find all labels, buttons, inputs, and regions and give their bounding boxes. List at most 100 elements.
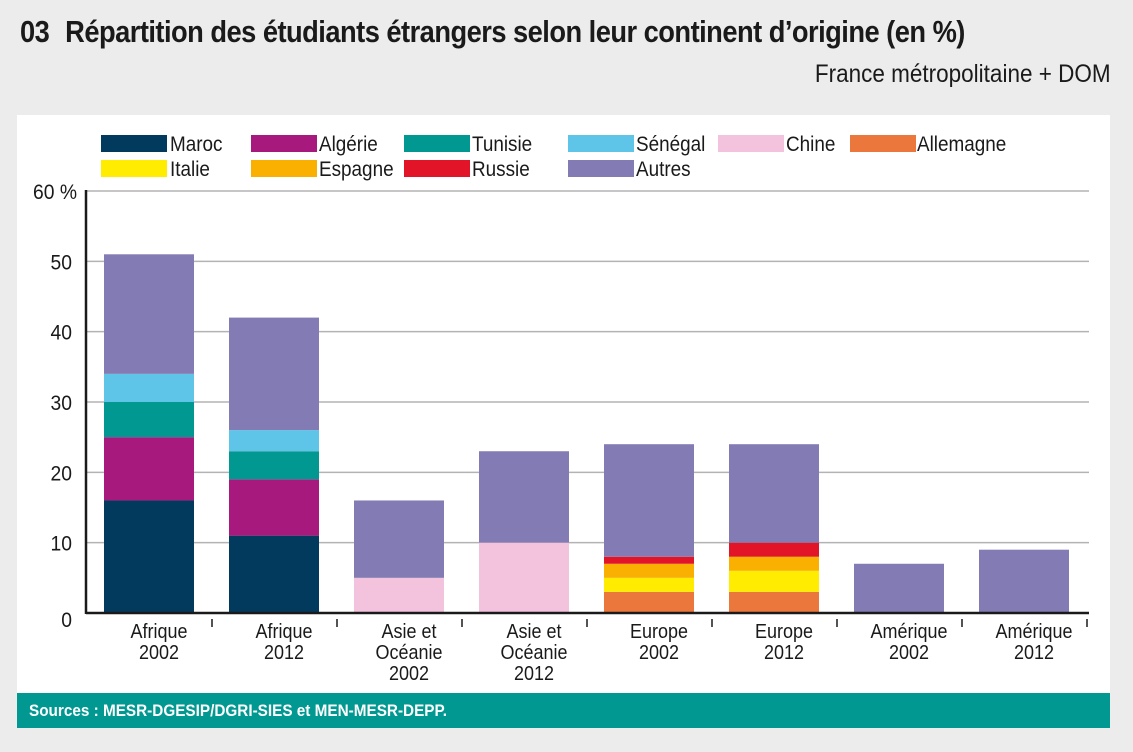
x-tick-label-line: 2012 [1014,642,1054,664]
legend-swatch-chine [718,135,784,152]
bar-segment-autres-asie-et-oceanie-2012 [479,451,569,543]
legend: Maroc Algérie Tunisie Sénégal Chine Allemagne… [101,133,1006,181]
bar-segment-maroc-afrique-2002 [104,500,194,613]
legend-label-russie: Russie [472,158,530,181]
legend-label-espagne: Espagne [319,158,394,181]
bar-segment-russie-europe-2012 [729,542,819,557]
legend-swatch-tunisie [404,135,470,152]
bar-segment-espagne-europe-2012 [729,556,819,571]
x-tick-label-asie-et-oceanie-2002: Asie et Océanie 2002 [375,621,442,685]
bars [104,254,1069,613]
bar-segment-autres-asie-et-oceanie-2002 [354,500,444,578]
legend-label-italie: Italie [170,158,210,181]
x-tick-label-line: Amérique [995,621,1072,643]
legend-item-maroc: Maroc [101,133,223,156]
figure-number: 03 [20,14,50,49]
x-tick-label-line: Afrique [130,621,187,643]
bar-segment-senegal-afrique-2012 [229,430,319,452]
x-tick-label-amerique-2012: Amérique 2012 [995,621,1072,664]
x-tick-label-amerique-2002: Amérique 2002 [870,621,947,664]
x-tick-label-europe-2002: Europe 2002 [630,621,688,664]
legend-swatch-algerie [251,135,317,152]
x-tick-label-line: 2012 [264,642,304,664]
legend-item-tunisie: Tunisie [404,133,532,156]
bar-segment-italie-europe-2012 [729,570,819,592]
legend-swatch-autres [568,160,634,177]
y-tick-label-20: 20 [51,463,72,486]
y-tick-label-60: 60 % [33,181,77,204]
bar-segment-autres-europe-2012 [729,444,819,543]
y-tick-label-50: 50 [51,252,72,275]
x-tick-label-line: 2002 [889,642,929,664]
bar-segment-autres-amerique-2012 [979,549,1069,613]
legend-item-chine: Chine [718,133,835,156]
legend-item-senegal: Sénégal [568,133,705,156]
legend-label-tunisie: Tunisie [472,133,532,156]
bar-segment-autres-europe-2002 [604,444,694,557]
x-tick-label-line: Océanie [500,642,567,664]
legend-swatch-russie [404,160,470,177]
bar-segment-allemagne-europe-2012 [729,591,819,613]
bar-segment-italie-europe-2002 [604,577,694,592]
chart-title: 03 Répartition des étudiants étrangers se… [20,14,965,50]
y-tick-label-0: 0 [61,609,72,632]
bar-segment-senegal-afrique-2002 [104,373,194,402]
x-tick-label-line: 2002 [389,663,429,685]
chart-subtitle: France métropolitaine + DOM [815,60,1111,88]
x-tick-label-line: Asie et [506,621,562,643]
x-tick-label-line: Europe [755,621,813,643]
bar-segment-espagne-europe-2002 [604,563,694,578]
legend-label-allemagne: Allemagne [917,133,1006,156]
y-tick-label-10: 10 [51,533,72,556]
x-tick-label-line: Asie et [381,621,437,643]
bar-segment-algerie-afrique-2012 [229,479,319,536]
bar-segment-algerie-afrique-2002 [104,437,194,501]
x-tick-label-line: 2002 [639,642,679,664]
legend-swatch-maroc [101,135,167,152]
title-text: Répartition des étudiants étrangers selo… [65,14,965,49]
bar-asie-et-oceanie-2002 [354,500,444,613]
x-tick-label-line: 2012 [764,642,804,664]
x-tick-label-afrique-2002: Afrique 2002 [130,621,187,664]
bar-segment-tunisie-afrique-2012 [229,451,319,480]
legend-label-autres: Autres [636,158,691,181]
bar-asie-et-oceanie-2012 [479,451,569,613]
legend-item-autres: Autres [568,158,691,181]
bar-segment-russie-europe-2002 [604,556,694,564]
bar-segment-allemagne-europe-2002 [604,591,694,613]
legend-item-algerie: Algérie [251,133,378,156]
legend-label-maroc: Maroc [170,133,223,156]
sources-bar: Sources : MESR-DGESIP/DGRI-SIES et MEN-M… [17,693,1110,728]
legend-swatch-italie [101,160,167,177]
x-tick-label-afrique-2012: Afrique 2012 [255,621,312,664]
bar-europe-2012 [729,444,819,613]
bar-europe-2002 [604,444,694,613]
x-tick-label-line: 2012 [514,663,554,685]
legend-item-allemagne: Allemagne [850,133,1006,156]
legend-item-russie: Russie [404,158,530,181]
legend-swatch-espagne [251,160,317,177]
legend-swatch-allemagne [850,135,916,152]
bar-segment-autres-afrique-2002 [104,254,194,374]
axes [84,190,1089,627]
legend-item-espagne: Espagne [251,158,394,181]
x-tick-label-line: Amérique [870,621,947,643]
bar-afrique-2012 [229,317,319,613]
bar-segment-chine-asie-et-oceanie-2002 [354,577,444,613]
x-tick-label-europe-2012: Europe 2012 [755,621,813,664]
legend-label-senegal: Sénégal [636,133,705,156]
bar-segment-chine-asie-et-oceanie-2012 [479,542,569,613]
bar-amerique-2012 [979,549,1069,613]
legend-label-chine: Chine [786,133,835,156]
x-tick-label-line: 2002 [139,642,179,664]
bar-segment-autres-amerique-2002 [854,563,944,613]
x-tick-label-line: Europe [630,621,688,643]
legend-item-italie: Italie [101,158,210,181]
x-tick-label-asie-et-oceanie-2012: Asie et Océanie 2012 [500,621,567,685]
bar-segment-maroc-afrique-2012 [229,535,319,613]
y-tick-labels: 0 10 20 30 40 50 60 % [33,181,77,632]
bar-segment-tunisie-afrique-2002 [104,402,194,438]
bar-segment-autres-afrique-2012 [229,317,319,431]
